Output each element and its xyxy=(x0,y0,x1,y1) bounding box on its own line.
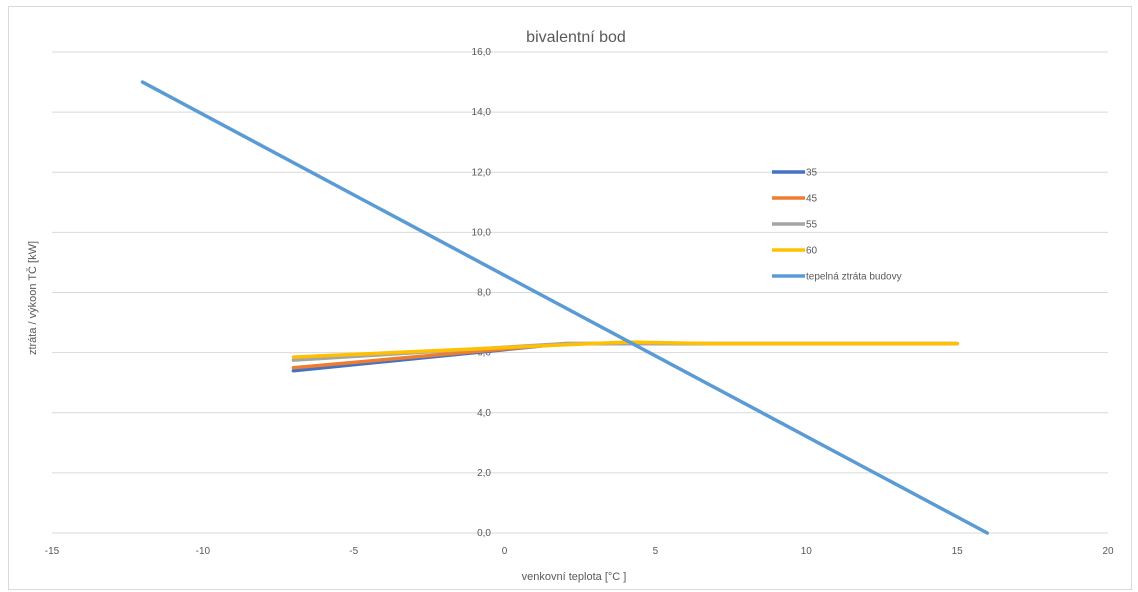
gridlines xyxy=(52,51,1108,534)
y-tick-label: 12,0 xyxy=(472,167,492,178)
legend-item: 45 xyxy=(772,194,818,205)
x-axis-label: venkovní teplota [°C ] xyxy=(522,571,627,583)
x-tick-labels: -15 -10 -5 0 5 10 15 20 xyxy=(45,546,1114,557)
x-tick-label: -10 xyxy=(196,546,211,557)
series-line xyxy=(291,340,959,359)
y-tick-label: 14,0 xyxy=(472,107,492,118)
x-tick-label: 15 xyxy=(952,546,964,557)
chart-frame xyxy=(8,6,1132,590)
y-tick-label: 16,0 xyxy=(472,47,492,58)
series-line xyxy=(140,80,990,535)
legend-item: 60 xyxy=(772,246,818,257)
legend-item: 35 xyxy=(772,168,818,179)
y-axis-label: ztráta / výkoon TČ [kW] xyxy=(26,241,39,355)
y-tick-label: 0,0 xyxy=(477,528,491,539)
x-tick-label: -5 xyxy=(349,546,358,557)
y-tick-label: 4,0 xyxy=(477,408,491,419)
x-tick-label: 20 xyxy=(1102,546,1114,557)
legend-item: 55 xyxy=(772,220,818,231)
legend-label: 55 xyxy=(806,220,818,231)
legend: 35 45 55 60 tepelná ztráta budovy xyxy=(772,168,902,283)
legend-label: 35 xyxy=(806,168,818,179)
y-tick-label: 8,0 xyxy=(477,288,491,299)
series-lines xyxy=(140,80,990,535)
legend-label: 60 xyxy=(806,246,818,257)
legend-item: tepelná ztráta budovy xyxy=(772,272,902,283)
y-tick-label: 10,0 xyxy=(472,227,492,238)
legend-label: 45 xyxy=(806,194,818,205)
x-tick-label: -15 xyxy=(45,546,60,557)
legend-label: tepelná ztráta budovy xyxy=(806,272,902,283)
chart-title: bivalentní bod xyxy=(526,29,626,46)
x-tick-label: 5 xyxy=(653,546,659,557)
x-tick-label: 10 xyxy=(801,546,813,557)
x-tick-label: 0 xyxy=(502,546,508,557)
y-tick-label: 2,0 xyxy=(477,468,491,479)
